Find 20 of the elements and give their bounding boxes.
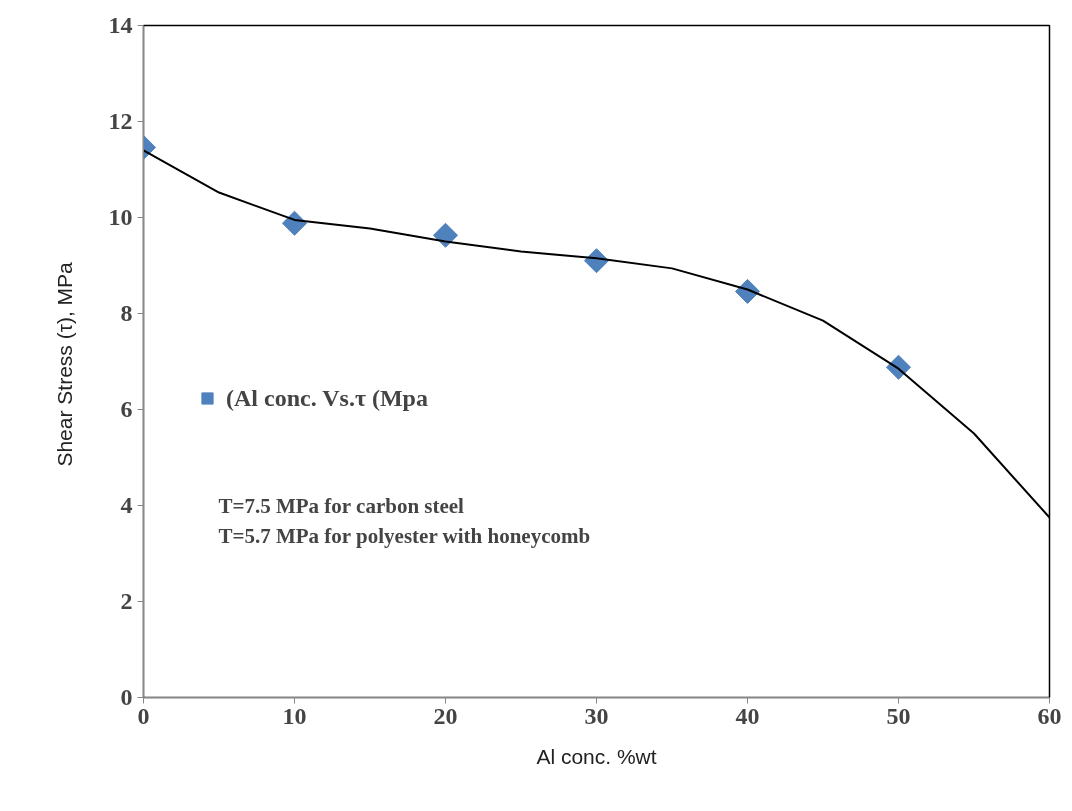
y-tick-label: 10: [108, 204, 133, 230]
y-tick-label: 0: [120, 684, 133, 710]
y-tick-label: 14: [108, 12, 133, 38]
x-tick-label: 50: [886, 702, 911, 729]
x-tick-label: 60: [1037, 702, 1062, 729]
y-tick-label: 6: [120, 396, 133, 422]
x-tick-label: 30: [584, 702, 609, 729]
annotation: T=7.5 MPa for carbon steel: [218, 493, 465, 518]
y-tick-label: 4: [120, 492, 133, 518]
annotation: T=5.7 MPa for polyester with honeycomb: [218, 523, 591, 548]
y-axis-title: Shear Stress (τ), MPa: [52, 261, 76, 467]
y-tick-label: 12: [108, 108, 133, 134]
y-tick-label: 8: [120, 300, 133, 326]
x-tick-label: 40: [735, 702, 760, 729]
legend-label: (Al conc. Vs.τ (Mpa: [226, 384, 428, 412]
y-tick-label: 2: [120, 588, 133, 614]
x-tick-label: 0: [137, 702, 150, 729]
x-axis-title: Al conc. %wt: [536, 744, 657, 768]
x-tick-label: 10: [282, 702, 307, 729]
x-tick-label: 20: [433, 702, 458, 729]
